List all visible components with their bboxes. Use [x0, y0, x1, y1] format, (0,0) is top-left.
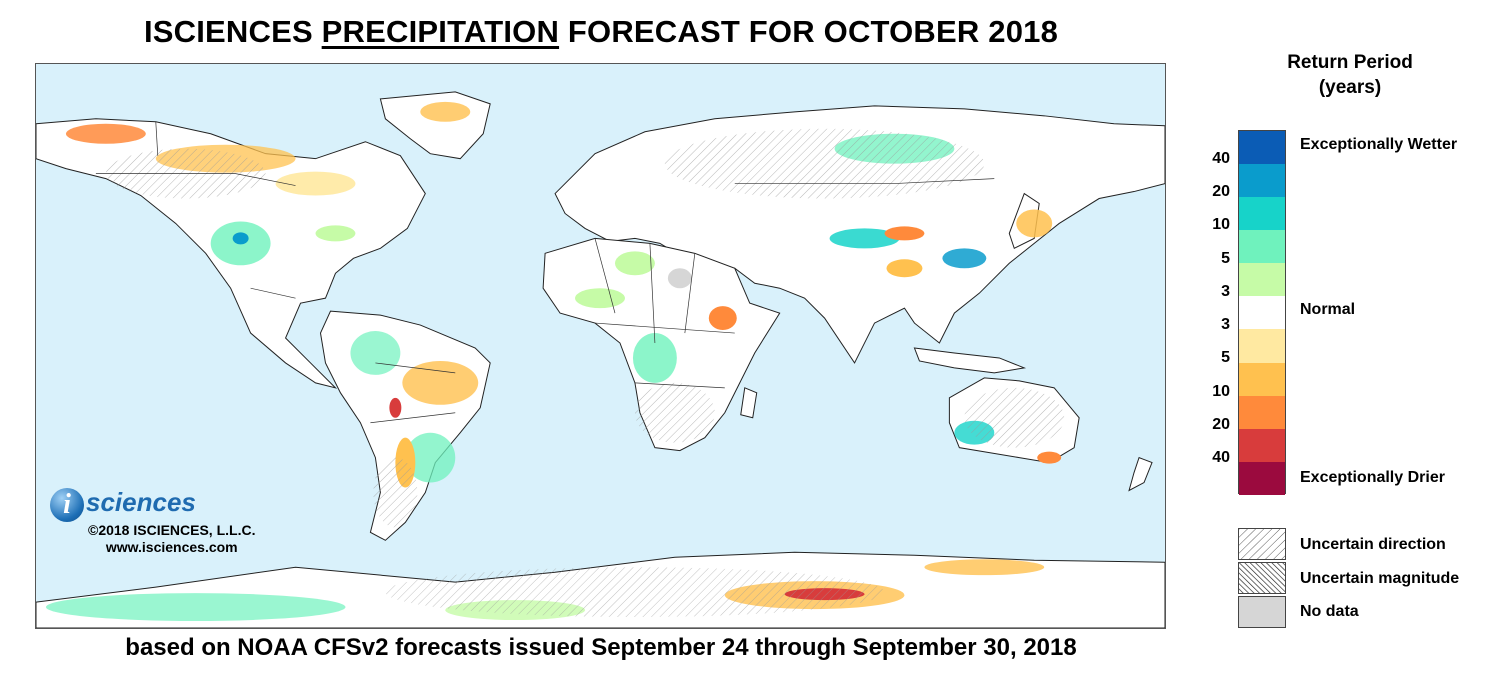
tick-wet-3: 3 [1221, 283, 1230, 300]
return-period-colorbar [1238, 130, 1286, 495]
website-url: www.isciences.com [105, 539, 238, 555]
colorbar-segment-7 [1239, 362, 1285, 396]
label-no-data: No data [1300, 603, 1359, 620]
tick-dry-40: 40 [1212, 449, 1230, 466]
copyright-text: ©2018 ISCIENCES, L.L.C. [88, 522, 256, 538]
uncertain-magnitude-swatch [1238, 562, 1286, 594]
title-prefix: ISCIENCES [143, 14, 322, 49]
tick-wet-10: 10 [1212, 216, 1230, 233]
colorbar-segment-1 [1239, 164, 1285, 198]
madagascar [740, 387, 758, 419]
logo-globe-icon: i [50, 488, 84, 522]
legend-title-line1: Return Period [1287, 52, 1413, 73]
anomaly-patches [45, 101, 1062, 622]
tick-dry-20: 20 [1212, 416, 1230, 433]
colorbar-segment-3 [1239, 230, 1285, 264]
colorbar-segment-9 [1239, 428, 1285, 462]
world-map [35, 63, 1166, 629]
tick-dry-10: 10 [1212, 383, 1230, 400]
tick-dry-5: 5 [1221, 349, 1230, 366]
title-emphasis: PRECIPITATION [321, 14, 560, 49]
logo-wordmark: sciences [86, 487, 196, 517]
label-exceptionally-wetter: Exceptionally Wetter [1300, 136, 1458, 153]
world-map-svg [36, 91, 1165, 628]
map-title: ISCIENCES PRECIPITATION FORECAST FOR OCT… [36, 14, 1166, 50]
label-normal: Normal [1300, 301, 1356, 318]
legend-title-line2: (years) [1318, 77, 1382, 98]
colorbar-segment-6 [1239, 329, 1285, 363]
label-uncertain-direction: Uncertain direction [1300, 536, 1446, 553]
uncertainty-hatching [105, 128, 1065, 618]
title-suffix: FORECAST FOR OCTOBER 2018 [559, 14, 1059, 49]
tick-dry-3: 3 [1221, 316, 1230, 333]
tick-wet-20: 20 [1212, 183, 1230, 200]
colorbar-segment-0 [1239, 131, 1285, 165]
colorbar-segment-2 [1239, 197, 1285, 231]
greenland [379, 91, 491, 160]
country-borders [95, 121, 995, 424]
label-uncertain-magnitude: Uncertain magnitude [1300, 570, 1460, 587]
new-zealand [1128, 456, 1153, 492]
colorbar-segment-10 [1239, 461, 1285, 495]
indonesia [913, 347, 1027, 374]
uncertain-direction-swatch [1238, 528, 1286, 560]
no-data-swatch [1238, 596, 1286, 628]
label-exceptionally-drier: Exceptionally Drier [1300, 469, 1445, 486]
colorbar-segment-4 [1239, 263, 1285, 297]
copyright-block: ©2018 ISCIENCES, L.L.C. www.isciences.co… [88, 522, 255, 556]
colorbar-segment-5 [1239, 296, 1285, 330]
map-subtitle: based on NOAA CFSv2 forecasts issued Sep… [125, 634, 1077, 661]
tick-wet-40: 40 [1212, 150, 1230, 167]
legend-title: Return Period (years) [1250, 50, 1450, 100]
tick-wet-5: 5 [1221, 250, 1230, 267]
colorbar-segment-8 [1239, 395, 1285, 429]
